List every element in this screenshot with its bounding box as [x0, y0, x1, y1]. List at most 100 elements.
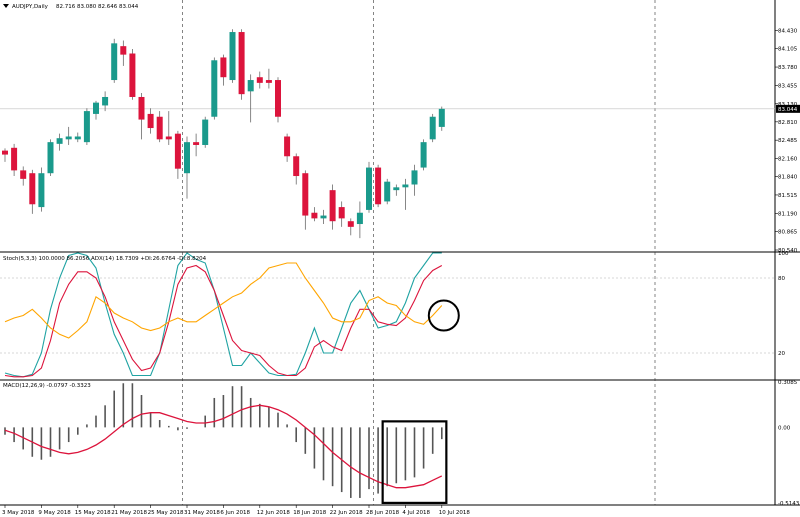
time-tick-label: 15 May 2018: [75, 510, 111, 516]
candle-body-up: [102, 96, 109, 106]
macd-panel: 0.3085 0.00 -0.5143: [4, 380, 800, 507]
candle: [38, 167, 45, 212]
candle-body-up: [438, 108, 445, 127]
candle-body-down: [165, 136, 172, 140]
time-tick-label: 31 May 2018: [184, 510, 220, 516]
time-tick-label: 21 May 2018: [111, 510, 147, 516]
candle-body-down: [329, 190, 336, 222]
candle: [429, 113, 436, 143]
candle: [311, 207, 318, 222]
time-axis: 3 May 2018 9 May 2018 15 May 2018 21 May 20…: [2, 505, 470, 516]
candle-body-down: [347, 221, 354, 227]
candle-body-up: [384, 181, 391, 202]
candle-body-up: [74, 136, 81, 140]
candle-body-up: [356, 212, 363, 225]
candle: [356, 201, 363, 239]
candle: [247, 74, 254, 123]
dropdown-triangle-icon[interactable]: [3, 4, 9, 8]
candle: [56, 133, 63, 151]
candle: [438, 106, 445, 131]
price-tick-label: 80.540: [778, 248, 798, 254]
ohlc-label: 82.716 83.080 82.646 83.044: [56, 4, 139, 10]
time-tick-label: 4 Jul 2018: [402, 510, 430, 516]
candle-body-down: [174, 133, 181, 169]
candle-body-up: [184, 142, 190, 174]
candle: [174, 130, 181, 179]
candle-body-down: [375, 167, 382, 205]
candle-body-down: [11, 147, 18, 171]
macd-tick-label: 0.00: [778, 425, 791, 431]
stoch-series-line-2: [4, 262, 443, 339]
price-tick-label: 84.105: [778, 47, 798, 53]
candle-body-down: [2, 150, 8, 155]
chart-frame: [0, 0, 800, 506]
candle: [47, 139, 54, 177]
candle-body-up: [111, 43, 118, 81]
candle-body-up: [47, 142, 54, 174]
candle-body-down: [256, 77, 263, 83]
macd-header: MACD(12,26,9) -0.0797 -0.3323: [3, 383, 91, 389]
candle: [184, 136, 190, 199]
time-tick-label: 22 Jun 2018: [330, 510, 364, 516]
macd-signal-line: [4, 404, 443, 489]
candle: [366, 161, 372, 213]
price-tick-label: 82.810: [778, 120, 798, 126]
candle-body-down: [193, 142, 200, 145]
time-tick-label: 3 May 2018: [2, 510, 35, 516]
vertical-separators: [182, 0, 374, 505]
candle: [229, 29, 236, 83]
time-tick-label: 6 Jun 2018: [220, 510, 250, 516]
price-tick-label: 81.190: [778, 211, 798, 217]
candle-body-up: [320, 215, 327, 219]
annotations: [381, 299, 460, 504]
candle: [147, 108, 154, 134]
stochastic-header: Stoch(5,3,3) 100.0000 86.2056 ADX(14) 18…: [3, 256, 207, 262]
candle-body-down: [156, 116, 163, 140]
candle: [275, 77, 281, 123]
candle-body-up: [247, 80, 254, 92]
candle-body-down: [284, 136, 291, 157]
candle-body-up: [366, 167, 372, 210]
price-tick-label: 82.485: [778, 138, 798, 144]
candle-body-up: [393, 187, 400, 191]
time-tick-label: 25 May 2018: [148, 510, 184, 516]
price-tick-label: 83.130: [778, 102, 798, 108]
macd-tick-label: 0.3085: [778, 380, 798, 386]
time-tick-label: 9 May 2018: [38, 510, 71, 516]
candle: [65, 126, 72, 145]
candle: [411, 164, 418, 196]
candle-body-down: [293, 156, 300, 177]
candle-body-up: [402, 184, 409, 188]
stoch-tick-label: 100: [778, 251, 789, 257]
candle-body-down: [138, 96, 145, 120]
candle: [347, 218, 354, 236]
candle: [120, 40, 127, 66]
candle-body-down: [238, 32, 245, 95]
candle-body-down: [275, 80, 281, 117]
price-tick-label: 81.515: [778, 193, 798, 199]
price-panel: 84.430 84.105 83.780 83.455 83.130 82.810 82.4…: [0, 28, 800, 254]
candle-body-up: [429, 116, 436, 140]
candle: [402, 178, 409, 210]
candle: [329, 184, 336, 230]
candle-body-down: [220, 57, 227, 78]
candle: [93, 100, 99, 120]
candle: [20, 166, 27, 186]
candle-body-up: [38, 173, 45, 208]
time-tick-label: 12 Jun 2018: [257, 510, 291, 516]
candle: [375, 164, 382, 208]
candle-body-up: [211, 60, 218, 117]
candle-body-down: [311, 212, 318, 219]
highlight-rectangle: [381, 420, 448, 504]
candle-body-down: [147, 113, 154, 129]
candle: [320, 209, 327, 225]
time-tick-label: 18 Jun 2018: [293, 510, 327, 516]
candle: [156, 111, 163, 143]
candle: [338, 201, 345, 227]
candle: [220, 54, 227, 86]
time-tick-label: 10 Jul 2018: [439, 510, 471, 516]
candle: [129, 48, 136, 100]
candle-body-down: [120, 46, 127, 55]
stochastic-panel: 100 80 20: [0, 251, 789, 378]
